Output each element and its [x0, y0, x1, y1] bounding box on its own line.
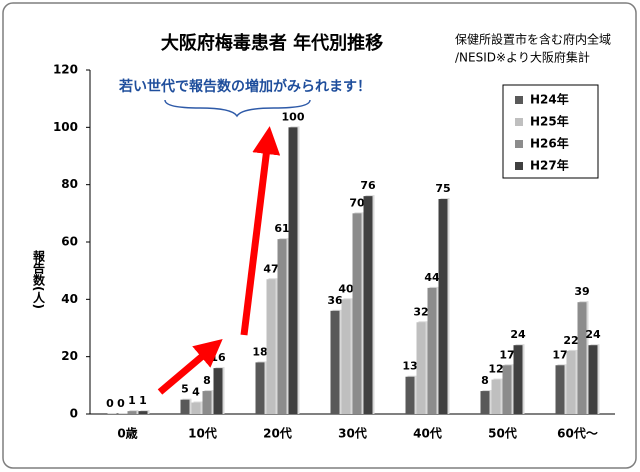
bar — [555, 365, 565, 414]
x-tick-label: 30代 — [338, 426, 367, 441]
bar-shadow — [118, 413, 128, 414]
value-label: 1 — [139, 394, 147, 407]
value-label: 24 — [585, 328, 601, 341]
bar — [416, 322, 426, 414]
bar — [202, 391, 212, 414]
x-tick-label: 20代 — [263, 426, 292, 441]
bar — [513, 345, 523, 414]
bar — [363, 196, 373, 414]
legend-label: H27年 — [530, 158, 569, 173]
value-label: 8 — [203, 374, 211, 387]
note: 保健所設置市を含む府内全域 — [455, 32, 611, 47]
bar — [277, 239, 287, 414]
value-label: 13 — [402, 360, 417, 373]
value-label: 100 — [282, 110, 305, 123]
value-label: 61 — [274, 222, 289, 235]
legend-swatch — [515, 96, 523, 104]
value-label: 36 — [327, 294, 343, 307]
bar — [438, 199, 448, 414]
x-tick-label: 0歳 — [117, 426, 137, 441]
legend-swatch — [515, 162, 523, 170]
y-tick-label: 80 — [61, 177, 78, 191]
bar — [138, 411, 148, 414]
bar — [502, 365, 512, 414]
bar — [191, 402, 201, 414]
y-tick-label: 0 — [70, 407, 78, 421]
value-label: 18 — [252, 345, 267, 358]
y-tick-label: 120 — [53, 63, 78, 77]
y-tick-label: 60 — [61, 235, 78, 249]
bar — [213, 368, 223, 414]
value-label: 5 — [181, 383, 189, 396]
x-tick-label: 10代 — [188, 426, 217, 441]
arrow — [157, 338, 223, 395]
value-label: 1 — [128, 394, 136, 407]
annotation: 若い世代で報告数の増加がみられます！ — [118, 78, 371, 95]
value-label: 4 — [192, 386, 200, 399]
bar — [341, 299, 351, 414]
value-label: 39 — [574, 285, 589, 298]
legend-label: H26年 — [530, 136, 569, 151]
bar — [288, 127, 298, 414]
y-tick-label: 20 — [61, 349, 78, 363]
bar — [180, 399, 190, 414]
note: /NESID※より大阪府集計 — [455, 50, 590, 65]
arrow — [240, 126, 281, 336]
bar — [566, 350, 576, 414]
bar — [255, 362, 265, 414]
bar-shadow — [107, 413, 117, 414]
value-label: 0 — [117, 397, 125, 410]
value-label: 44 — [424, 271, 440, 284]
bar — [127, 411, 137, 414]
x-tick-label: 60代〜 — [557, 426, 598, 441]
bar — [405, 376, 415, 414]
x-tick-label: 50代 — [488, 426, 517, 441]
value-label: 24 — [510, 328, 526, 341]
x-tick-label: 40代 — [413, 426, 442, 441]
y-tick-label: 100 — [53, 120, 78, 134]
brace — [164, 99, 311, 118]
value-label: 22 — [563, 334, 578, 347]
bar — [427, 287, 437, 414]
value-label: 70 — [349, 196, 365, 209]
value-label: 17 — [552, 348, 567, 361]
legend-label: H24年 — [530, 92, 569, 107]
bar — [480, 391, 490, 414]
bar — [352, 213, 362, 414]
legend-label: H25年 — [530, 114, 569, 129]
bar — [491, 379, 501, 414]
value-label: 75 — [435, 182, 450, 195]
value-label: 16 — [210, 351, 226, 364]
bar — [588, 345, 598, 414]
value-label: 40 — [338, 282, 354, 295]
legend-swatch — [515, 140, 523, 148]
y-axis-label: 報告数(人) — [32, 249, 46, 309]
bar — [266, 279, 276, 414]
legend-swatch — [515, 118, 523, 126]
y-tick-label: 40 — [61, 292, 78, 306]
chart-title: 大阪府梅毒患者 年代別推移 — [161, 32, 383, 54]
value-label: 8 — [481, 374, 489, 387]
value-label: 47 — [263, 262, 278, 275]
bar — [577, 302, 587, 414]
value-label: 76 — [360, 179, 376, 192]
value-label: 17 — [499, 348, 514, 361]
bar — [330, 310, 340, 414]
value-label: 12 — [488, 363, 503, 376]
value-label: 0 — [106, 397, 114, 410]
value-label: 32 — [413, 305, 428, 318]
